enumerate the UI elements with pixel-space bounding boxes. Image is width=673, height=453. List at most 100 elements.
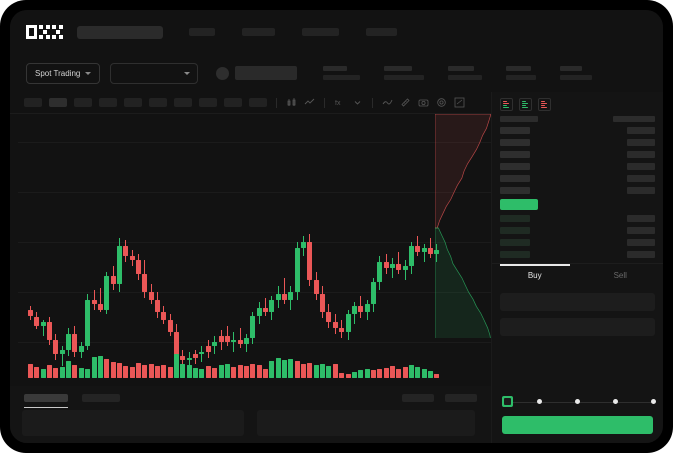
toolbar-divider — [276, 97, 277, 108]
amount-input[interactable] — [500, 318, 655, 336]
price-input[interactable] — [500, 293, 655, 311]
orders-tab-2[interactable] — [82, 394, 120, 402]
settings-gear-icon[interactable] — [436, 97, 447, 108]
candle-body — [167, 320, 173, 332]
volume-bar — [396, 369, 402, 378]
okx-logo[interactable] — [26, 25, 63, 39]
candle-body — [345, 314, 351, 332]
tab-sell[interactable]: Sell — [613, 271, 627, 280]
nav-item-4[interactable] — [366, 28, 397, 36]
orders-action-2[interactable] — [445, 394, 477, 402]
fullscreen-icon[interactable] — [454, 97, 465, 108]
trend-line-icon[interactable] — [382, 97, 393, 108]
gridline — [18, 292, 491, 293]
price-chart[interactable] — [10, 114, 491, 386]
camera-icon[interactable] — [418, 97, 429, 108]
candlestick-chart-icon[interactable] — [286, 97, 297, 108]
candle-body — [275, 294, 281, 300]
volume-bar — [205, 366, 211, 378]
orderbook-mode-asks[interactable] — [538, 98, 551, 111]
volume-bar — [320, 364, 326, 378]
orderbook-price — [500, 187, 530, 194]
orderbook-row[interactable] — [500, 139, 655, 146]
submit-order-button[interactable] — [502, 416, 653, 434]
orders-action-1[interactable] — [402, 394, 434, 402]
stat-label — [506, 66, 532, 71]
orders-tab-1[interactable] — [24, 394, 68, 408]
slider-stop-50[interactable] — [575, 399, 580, 404]
candle-body — [28, 310, 33, 316]
orderbook-amount — [627, 139, 655, 146]
timeframe-More[interactable] — [249, 98, 267, 107]
line-chart-icon[interactable] — [304, 97, 315, 108]
timeframe-group — [24, 98, 267, 107]
coin-avatar — [216, 66, 230, 80]
orders-card-2 — [257, 410, 475, 436]
indicators-icon[interactable]: fx — [334, 97, 345, 108]
tab-buy[interactable]: Buy — [492, 264, 578, 286]
orderbook-row[interactable] — [500, 215, 655, 222]
stat-value — [560, 75, 593, 80]
slider-stop-100[interactable] — [650, 399, 656, 404]
timeframe-15m[interactable] — [74, 98, 92, 107]
order-book[interactable] — [492, 116, 663, 258]
ruler-icon[interactable] — [400, 97, 411, 108]
amount-percent-slider[interactable] — [502, 396, 656, 408]
nav-item-3[interactable] — [302, 28, 339, 36]
candle-body — [269, 300, 275, 312]
volume-bar — [167, 367, 173, 378]
orderbook-row[interactable] — [500, 251, 655, 258]
stat-label — [560, 66, 583, 71]
gridline — [18, 342, 491, 343]
slider-handle[interactable] — [502, 396, 513, 407]
chevron-down-icon[interactable] — [352, 97, 363, 108]
market-type-selector[interactable]: Spot Trading — [26, 62, 101, 84]
timeframe-1m[interactable] — [24, 98, 42, 107]
volume-bar — [180, 364, 186, 378]
candle-body — [307, 242, 313, 280]
stat-value — [384, 75, 425, 80]
pair-selector[interactable] — [110, 62, 199, 84]
volume-bar — [91, 357, 97, 378]
orderbook-mode-bids[interactable] — [519, 98, 532, 111]
timeframe-4H[interactable] — [149, 98, 167, 107]
orderbook-row[interactable] — [500, 227, 655, 234]
market-stat-2 — [384, 66, 425, 80]
slider-stop-25[interactable] — [537, 399, 543, 404]
candle-wick — [391, 258, 393, 278]
candle-body — [218, 336, 224, 342]
timeframe-1W[interactable] — [199, 98, 217, 107]
orderbook-row[interactable] — [500, 187, 655, 194]
timeframe-1M[interactable] — [224, 98, 242, 107]
slider-stop-75[interactable] — [612, 399, 618, 404]
volume-bar — [313, 365, 319, 378]
nav-item-2[interactable] — [242, 28, 275, 36]
nav-item-1[interactable] — [189, 28, 215, 36]
candle-wick — [42, 320, 44, 336]
orderbook-row[interactable] — [500, 175, 655, 182]
orderbook-row[interactable] — [500, 151, 655, 158]
orderbook-row[interactable] — [500, 127, 655, 134]
orderbook-mode-both[interactable] — [500, 98, 513, 111]
candle-body — [320, 294, 326, 312]
global-search-input[interactable] — [77, 25, 163, 39]
volume-bar — [28, 364, 33, 378]
timeframe-5m[interactable] — [49, 98, 67, 107]
timeframe-1H[interactable] — [124, 98, 142, 107]
orderbook-row[interactable] — [500, 163, 655, 170]
stat-value — [506, 75, 537, 80]
volume-bar — [326, 366, 332, 378]
candle-body — [370, 282, 376, 304]
gridline — [18, 142, 491, 143]
timeframe-30m[interactable] — [99, 98, 117, 107]
volume-bar — [155, 366, 160, 378]
timeframe-1D[interactable] — [174, 98, 192, 107]
volume-bar — [434, 374, 440, 378]
volume-bar — [250, 364, 256, 378]
candle-wick — [404, 260, 406, 280]
orderbook-row[interactable] — [500, 239, 655, 246]
candle-body — [434, 250, 440, 254]
candle-wick — [398, 252, 400, 274]
candle-body — [148, 292, 154, 300]
orderbook-amount — [627, 215, 655, 222]
